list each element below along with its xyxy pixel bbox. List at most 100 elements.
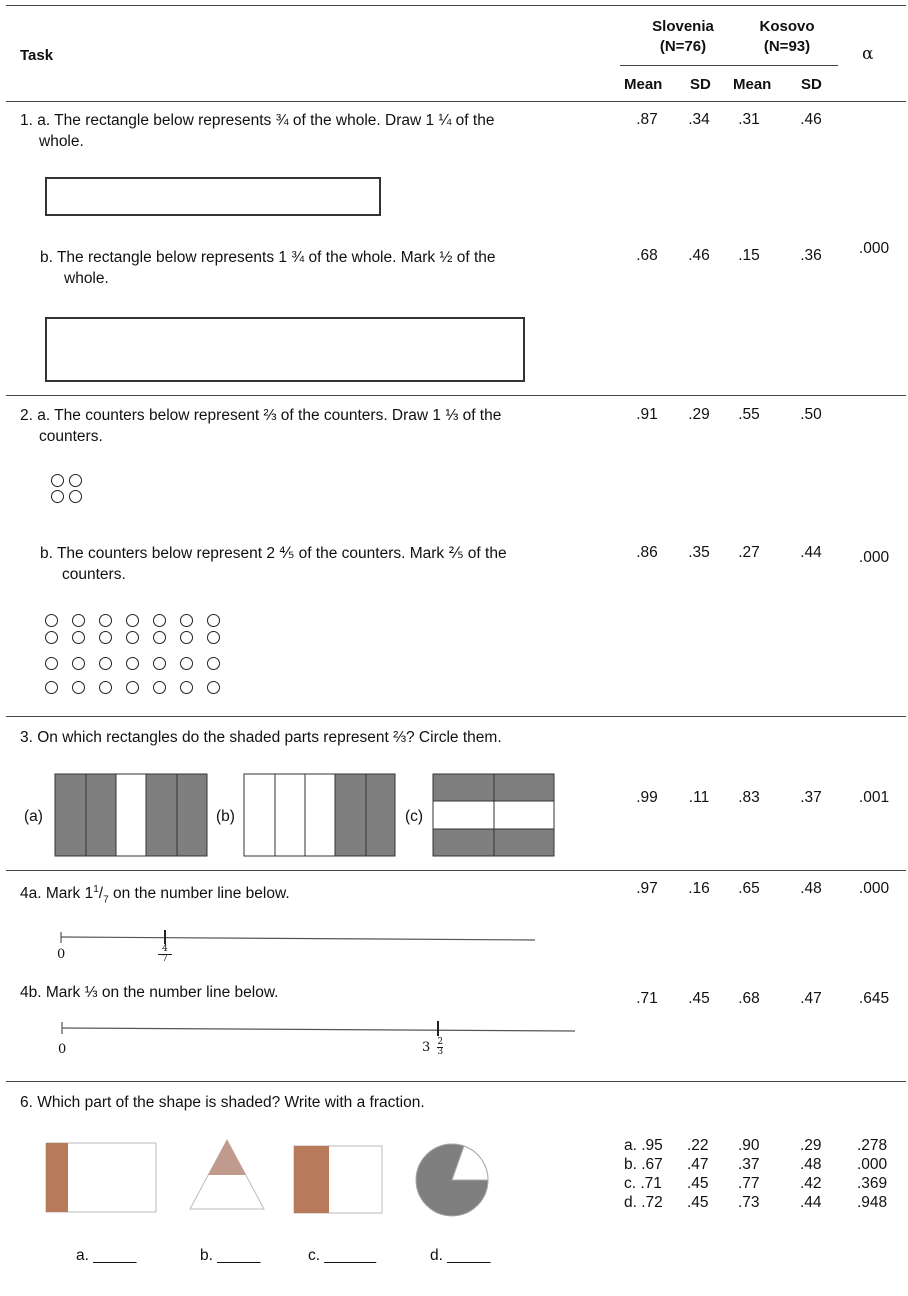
task-1b-line1: b. The rectangle below represents 1 ¾ of… — [40, 249, 496, 266]
counter-ring — [153, 631, 166, 644]
task-3-label-c: (c) — [405, 808, 424, 825]
r4a-alpha: .000 — [858, 880, 890, 897]
r1a-sd1: .34 — [688, 111, 710, 128]
rectangle-c-part6 — [493, 828, 555, 857]
task-2b-line2: counters. — [62, 566, 126, 583]
rectangle-c-part1 — [432, 773, 495, 802]
r6-row-a: a. .95 .22 .90 .29 .278 — [624, 1137, 904, 1157]
r6b-mean1: b. .67 — [624, 1156, 663, 1173]
rectangle-a — [54, 773, 208, 857]
rectangle-a-part1 — [54, 773, 87, 857]
counter-ring — [99, 657, 112, 670]
rectangle-b-part5 — [365, 773, 396, 857]
counter-ring — [126, 657, 139, 670]
task-2b-line1: b. The counters below represent 2 ⅘ of t… — [40, 545, 507, 562]
r1b-mean2: .15 — [738, 247, 760, 264]
task-4a-slash: / — [98, 885, 104, 903]
rectangle-a-part2 — [85, 773, 117, 857]
r6b-sd2: .48 — [800, 1156, 822, 1173]
counter-ring — [45, 657, 58, 670]
slovenia-n: (N=76) — [659, 38, 707, 55]
task-4a-suffix: on the number line below. — [108, 885, 290, 903]
r6a-mean2: .90 — [738, 1137, 760, 1154]
slovenia-header: Slovenia (N=76) — [628, 17, 738, 57]
counter-ring — [180, 631, 193, 644]
number-line-4b-mark-fraction: 2 3 — [437, 1037, 444, 1057]
rectangle-b-part2 — [274, 773, 306, 857]
counter-ring — [51, 490, 64, 503]
rectangle-c-part4 — [493, 800, 555, 830]
counter-ring — [180, 614, 193, 627]
r6d-sd1: .45 — [687, 1194, 709, 1211]
counter-ring — [207, 657, 220, 670]
r6b-alpha: .000 — [857, 1156, 888, 1173]
kosovo-n: (N=93) — [763, 38, 811, 55]
r1b-sd2: .36 — [800, 247, 822, 264]
task-2a-line1: 2. a. The counters below represent ⅔ of … — [20, 407, 502, 424]
number-line-4a-zero-label: 0 — [57, 947, 66, 962]
mean-header-2: Mean — [733, 76, 772, 93]
rectangle-c-part5 — [432, 828, 495, 857]
task-1a-line2: whole. — [39, 133, 84, 150]
r4b-mean2: .68 — [738, 990, 760, 1007]
counter-ring — [126, 614, 139, 627]
r2a-mean1: .91 — [636, 406, 658, 423]
rectangle-a-part5 — [176, 773, 208, 857]
r6c-mean2: .77 — [738, 1175, 760, 1192]
number-line-4b-mark-num: 2 — [437, 1037, 444, 1048]
counter-ring — [72, 614, 85, 627]
task-6-answer-c: c. ______ — [308, 1247, 377, 1264]
r6d-alpha: .948 — [857, 1194, 888, 1211]
counter-ring — [72, 631, 85, 644]
subheader-rule — [620, 65, 838, 66]
r6-row-b: b. .67 .47 .37 .48 .000 — [624, 1156, 904, 1176]
counter-ring — [153, 681, 166, 694]
rectangle-b — [243, 773, 396, 857]
r1a-mean2: .31 — [738, 111, 760, 128]
r1a-mean1: .87 — [636, 111, 658, 128]
number-line-4a-axis — [60, 936, 536, 941]
r2b-sd1: .35 — [688, 544, 710, 561]
task-3-text: 3. On which rectangles do the shaded par… — [20, 729, 502, 746]
mean-header-1: Mean — [624, 76, 663, 93]
shape-d — [415, 1143, 489, 1217]
task-4b-text: 4b. Mark ⅓ on the number line below. — [20, 984, 279, 1001]
task-1a-text: 1. a. The rectangle below represents ¾ o… — [20, 110, 494, 152]
r4b-sd1: .45 — [688, 990, 710, 1007]
kosovo-name: Kosovo — [759, 18, 815, 35]
task-1b-line2: whole. — [64, 270, 109, 287]
r1a-sd2: .46 — [800, 111, 822, 128]
alpha-header: α — [862, 44, 874, 64]
counter-ring — [45, 631, 58, 644]
shape-c-shaded — [294, 1146, 329, 1213]
counter-ring — [51, 474, 64, 487]
r3-mean1: .99 — [636, 789, 658, 806]
r6d-sd2: .44 — [800, 1194, 822, 1211]
task-1-rule — [6, 395, 906, 396]
counter-ring — [126, 681, 139, 694]
shape-b — [189, 1138, 265, 1210]
r6b-sd1: .47 — [687, 1156, 709, 1173]
number-line-4b-mark-label: 3 2 3 — [422, 1037, 444, 1057]
r2-alpha: .000 — [858, 549, 890, 566]
task-2a-text: 2. a. The counters below represent ⅔ of … — [20, 405, 501, 447]
task-6-answer-d: d. _____ — [430, 1247, 491, 1264]
slovenia-name: Slovenia — [652, 18, 714, 35]
task-6-answer-a: a. _____ — [76, 1247, 137, 1264]
r6a-mean1: a. .95 — [624, 1137, 663, 1154]
counter-ring — [99, 614, 112, 627]
counter-ring — [69, 474, 82, 487]
rectangle-one-and-three-quarters — [45, 317, 525, 382]
rectangle-c-part2 — [493, 773, 555, 802]
task-6-answer-b: b. _____ — [200, 1247, 261, 1264]
rectangle-three-quarters — [45, 177, 381, 216]
task-4-rule — [6, 1081, 906, 1082]
number-line-4b-mark-den: 3 — [437, 1047, 444, 1057]
r6c-sd2: .42 — [800, 1175, 822, 1192]
r2a-mean2: .55 — [738, 406, 760, 423]
r1b-mean1: .68 — [636, 247, 658, 264]
header-bottom-rule — [6, 101, 906, 102]
rectangle-b-part3 — [304, 773, 336, 857]
counter-ring — [45, 614, 58, 627]
rectangle-b-part4 — [334, 773, 367, 857]
